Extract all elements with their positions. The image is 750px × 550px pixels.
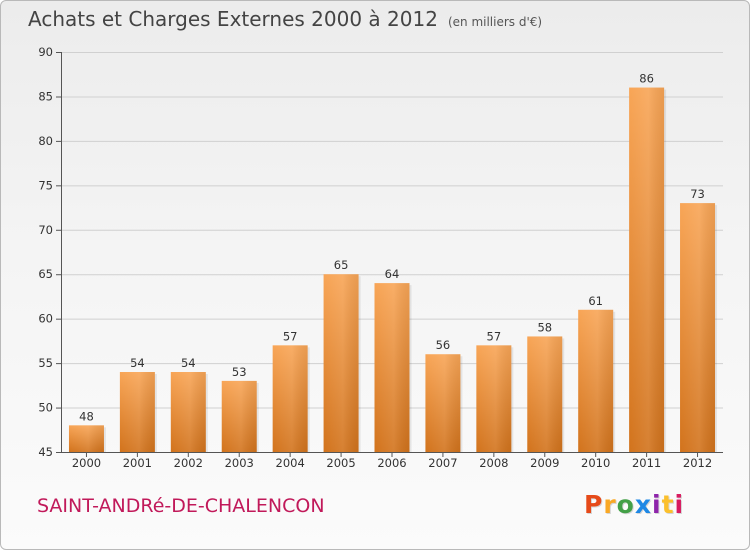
proxiti-logo: Proxiti bbox=[584, 490, 684, 519]
logo-letter: r bbox=[603, 490, 617, 519]
data-label: 54 bbox=[130, 356, 145, 370]
x-tick-label: 2011 bbox=[632, 456, 661, 470]
x-tick-label: 2006 bbox=[377, 456, 406, 470]
x-tick-label: 2000 bbox=[72, 456, 101, 470]
x-tick-label: 2012 bbox=[683, 456, 712, 470]
logo-letter: i bbox=[674, 490, 685, 519]
data-label: 57 bbox=[283, 329, 298, 343]
data-label: 54 bbox=[181, 356, 196, 370]
bar-shine bbox=[272, 345, 308, 452]
bar-shine bbox=[629, 87, 665, 453]
bar-shine bbox=[323, 274, 359, 452]
y-tick-label: 60 bbox=[38, 312, 53, 326]
axis-layer: 45 50 55 60 65 70 75 80 85 90 2000 2001 2002 2003 2004… bbox=[38, 45, 723, 470]
data-label: 73 bbox=[690, 187, 705, 201]
bars-layer bbox=[68, 87, 718, 453]
x-tick-label: 2008 bbox=[479, 456, 508, 470]
logo-letter: P bbox=[584, 490, 604, 519]
y-tick-label: 65 bbox=[38, 267, 53, 281]
bar-shine bbox=[221, 380, 257, 452]
y-tick-label: 80 bbox=[38, 134, 53, 148]
x-tick-label: 2001 bbox=[123, 456, 152, 470]
bar-shine bbox=[68, 425, 104, 452]
logo-letter: i bbox=[652, 490, 662, 519]
x-tick-label: 2009 bbox=[530, 456, 559, 470]
data-label: 48 bbox=[79, 409, 94, 423]
chart-subtitle: (en milliers d'€) bbox=[447, 15, 543, 29]
y-tick-label: 45 bbox=[38, 445, 53, 459]
logo-letter: t bbox=[661, 490, 675, 519]
data-label: 58 bbox=[537, 320, 552, 334]
logo-letter: o bbox=[616, 490, 635, 519]
data-label: 64 bbox=[385, 267, 400, 281]
y-tick-label: 90 bbox=[38, 45, 53, 59]
bar-shine bbox=[527, 336, 563, 452]
chart-title-text: Achats et Charges Externes 2000 à 2012 bbox=[28, 7, 438, 31]
bar-shine bbox=[425, 354, 461, 452]
y-tick-label: 55 bbox=[38, 356, 53, 370]
data-label: 57 bbox=[487, 329, 502, 343]
x-tick-label: 2007 bbox=[428, 456, 457, 470]
x-tick-label: 2004 bbox=[276, 456, 305, 470]
x-tick-label: 2010 bbox=[581, 456, 610, 470]
bar-shine bbox=[476, 345, 512, 452]
y-tick-label: 50 bbox=[38, 401, 53, 415]
data-label: 53 bbox=[232, 365, 247, 379]
x-tick-label: 2003 bbox=[225, 456, 254, 470]
x-tick-label: 2002 bbox=[174, 456, 203, 470]
logo-letter: x bbox=[634, 490, 652, 519]
commune-name: SAINT-ANDRé-DE-CHALENCON bbox=[37, 495, 325, 517]
bar-shine bbox=[170, 372, 206, 452]
bar-shine bbox=[578, 309, 614, 452]
y-tick-label: 70 bbox=[38, 223, 53, 237]
bar-shine bbox=[374, 283, 410, 452]
labels-layer: 48 54 54 53 57 65 64 56 57 58 61 86 73 bbox=[79, 72, 705, 424]
x-tick-label: 2005 bbox=[326, 456, 355, 470]
data-label: 56 bbox=[436, 338, 451, 352]
data-label: 65 bbox=[334, 258, 349, 272]
bar-shine bbox=[119, 372, 155, 452]
data-label: 86 bbox=[639, 72, 654, 86]
y-tick-label: 75 bbox=[38, 178, 53, 192]
y-tick-label: 85 bbox=[38, 89, 53, 103]
data-label: 61 bbox=[588, 294, 603, 308]
bar-shine bbox=[680, 203, 716, 452]
chart-title: Achats et Charges Externes 2000 à 2012 (e… bbox=[28, 7, 542, 31]
